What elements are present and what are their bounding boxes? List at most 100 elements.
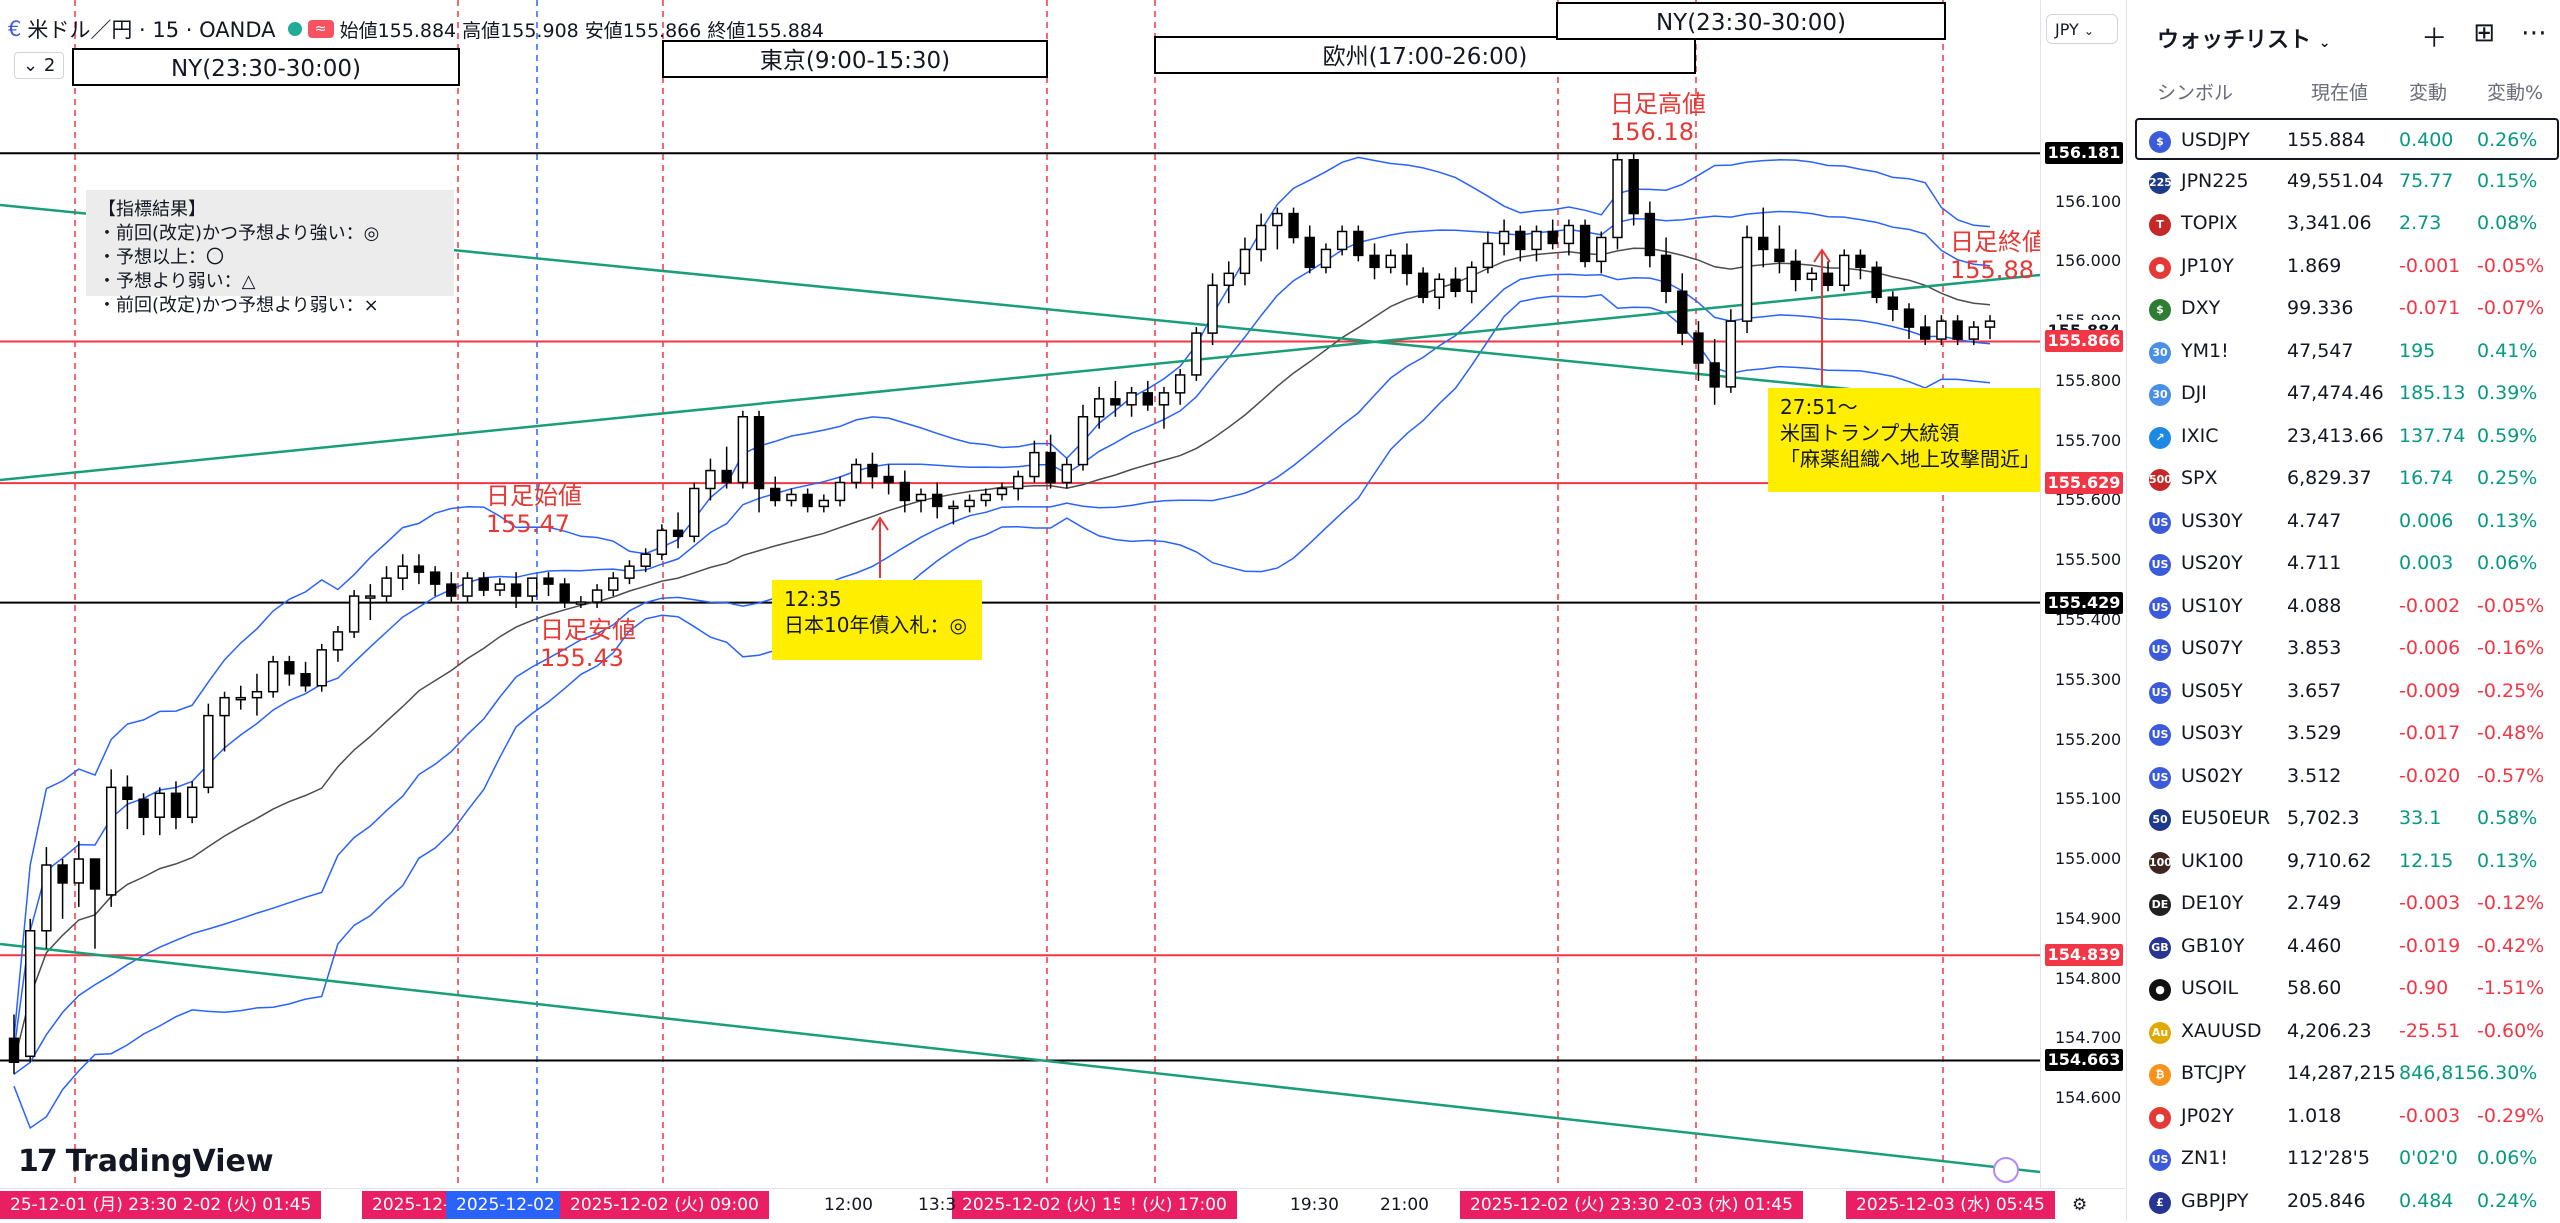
watchlist-row[interactable]: US ZN1! 112'28'5 0'02'0 0.06%	[2137, 1138, 2560, 1180]
watchlist-row[interactable]: US US20Y 4.711 0.003 0.06%	[2137, 543, 2560, 585]
watchlist-row[interactable]: ● USOIL 58.60 -0.90 -1.51%	[2137, 968, 2560, 1010]
watchlist-symbol: DJI	[2181, 382, 2207, 404]
watchlist-row[interactable]: ₿ BTCJPY 14,287,215 846,815 6.30%	[2137, 1053, 2560, 1095]
candle-body	[1126, 392, 1137, 406]
candle-body	[786, 493, 797, 502]
watchlist-row[interactable]: $ USDJPY 155.884 0.400 0.26%	[2135, 118, 2559, 160]
watchlist-change-pct: 0.25%	[2477, 467, 2538, 489]
add-symbol-icon[interactable]: ＋	[2421, 24, 2448, 54]
watchlist-row[interactable]: 30 DJI 47,474.46 185.13 0.39%	[2137, 373, 2560, 415]
candle-body	[267, 661, 279, 693]
watchlist-row[interactable]: GB GB10Y 4.460 -0.019 -0.42%	[2137, 926, 2560, 968]
currency-selector[interactable]: JPY ⌄	[2046, 14, 2118, 44]
watchlist-price: 58.60	[2287, 977, 2342, 999]
candle	[1839, 249, 1850, 292]
time-badge: 2025-12-03 (水) 05:45	[1846, 1191, 2055, 1219]
candle	[818, 494, 830, 513]
watchlist-row[interactable]: 30 YM1! 47,547 195 0.41%	[2137, 331, 2560, 373]
watchlist-symbol: JPN225	[2181, 169, 2249, 192]
candle	[1336, 225, 1348, 256]
candle	[1369, 243, 1380, 280]
watchlist-change: -0.019	[2399, 934, 2461, 957]
watchlist-row[interactable]: $ DXY 99.336 -0.071 -0.07%	[2137, 288, 2560, 330]
watchlist-row[interactable]: US US02Y 3.512 -0.020 -0.57%	[2137, 756, 2560, 798]
candle-body	[24, 930, 36, 1058]
candle-body	[656, 529, 668, 555]
watchlist-symbol: US07Y	[2181, 637, 2243, 659]
indicator-toggle[interactable]: ⌄ 2	[14, 52, 65, 79]
candle	[834, 476, 846, 507]
candle-body	[1320, 248, 1332, 269]
watchlist-row[interactable]: US US30Y 4.747 0.006 0.13%	[2137, 501, 2560, 543]
candle	[1952, 315, 1963, 346]
watchlist-row[interactable]: £ GBPJPY 205.846 0.484 0.24%	[2137, 1181, 2560, 1223]
watchlist-change: -0.071	[2399, 297, 2461, 319]
watchlist-change: -0.90	[2399, 977, 2449, 999]
watchlist-price: 4,206.23	[2287, 1019, 2372, 1042]
watchlist-row[interactable]: ● JP02Y 1.018 -0.003 -0.29%	[2137, 1096, 2560, 1138]
candle-body	[154, 792, 165, 818]
candle	[996, 482, 1008, 501]
candle-body	[1450, 278, 1461, 293]
candle-body	[1984, 320, 1996, 328]
flag-us-icon: US	[2149, 766, 2171, 789]
candle-body	[1644, 212, 1656, 257]
time-axis[interactable]: 25-12-01 (月) 23:30 2-02 (火) 01:45 2025-12…	[0, 1188, 2126, 1222]
watchlist-row[interactable]: T TOPIX 3,341.06 2.73 0.08%	[2137, 203, 2560, 245]
flag-us-icon: US	[2149, 639, 2171, 661]
candle	[73, 841, 84, 907]
watchlist-row[interactable]: ● JP10Y 1.869 -0.001 -0.05%	[2137, 246, 2560, 288]
candle	[1045, 434, 1056, 489]
column-change[interactable]: 変動	[2409, 82, 2448, 104]
candle-body	[770, 487, 781, 502]
flag-us-jp-icon: $	[2149, 131, 2171, 153]
watchlist-row[interactable]: 500 SPX 6,829.37 16.74 0.25%	[2137, 458, 2560, 500]
chart-area[interactable]: € 米ドル／円 · 15 · OANDA ≈ 始値155.884 高値155.9…	[0, 0, 2074, 1221]
candle	[1660, 237, 1672, 304]
tradingview-logo[interactable]: 17 TradingView	[18, 1144, 274, 1179]
watchlist-row[interactable]: ↗ IXIC 23,413.66 137.74 0.59%	[2137, 416, 2560, 458]
candle-body	[203, 714, 214, 789]
watchlist-title[interactable]: ウォッチリスト ⌄	[2157, 22, 2330, 54]
candle	[1110, 380, 1121, 417]
symbol-title[interactable]: 米ドル／円 · 15 · OANDA	[27, 18, 276, 42]
candle-body	[510, 583, 522, 597]
column-price[interactable]: 現在値	[2311, 82, 2369, 104]
watchlist-row[interactable]: US US05Y 3.657 -0.009 -0.25%	[2137, 671, 2560, 713]
candle-body	[1952, 320, 1963, 340]
indicator-result-box: 【指標結果】 ・前回(改定)かつ予想より強い：◎ ・予想以上：〇 ・予想より弱い…	[86, 190, 454, 316]
watchlist-row[interactable]: 225 JPN225 49,551.04 75.77 0.15%	[2137, 161, 2560, 203]
watchlist-row[interactable]: DE DE10Y 2.749 -0.003 -0.12%	[2137, 883, 2560, 925]
more-options-icon[interactable]: ⋯	[2521, 18, 2547, 48]
settings-gear-icon[interactable]: ⚙	[2072, 1195, 2088, 1215]
watchlist-row[interactable]: US US07Y 3.853 -0.006 -0.16%	[2137, 628, 2560, 670]
watchlist-price: 3,341.06	[2287, 212, 2372, 234]
watchlist-row[interactable]: US US10Y 4.088 -0.002 -0.05%	[2137, 586, 2560, 628]
price-tick-label: 155.600	[2055, 490, 2122, 510]
candle-body	[1223, 272, 1234, 287]
candle	[105, 769, 117, 907]
candle	[1223, 261, 1234, 304]
price-level-badge: 155.866	[2045, 330, 2123, 353]
watchlist-price: 23,413.66	[2287, 424, 2384, 447]
watchlist-change: -0.017	[2399, 722, 2461, 744]
watchlist-row[interactable]: Au XAUUSD 4,206.23 -25.51 -0.60%	[2137, 1011, 2560, 1053]
layout-grid-icon[interactable]: ⊞	[2473, 18, 2495, 48]
eu50-icon: 50	[2149, 809, 2171, 831]
watchlist-row[interactable]: 100 UK100 9,710.62 12.15 0.13%	[2137, 841, 2560, 883]
price-axis[interactable]: 156.100156.000155.900155.800155.700155.6…	[2040, 0, 2127, 1221]
watchlist-row[interactable]: 50 EU50EUR 5,702.3 33.1 0.58%	[2137, 798, 2560, 840]
watchlist-row[interactable]: US US03Y 3.529 -0.017 -0.48%	[2137, 713, 2560, 755]
price-chart[interactable]	[0, 0, 2040, 1188]
column-symbol[interactable]: シンボル	[2157, 82, 2234, 104]
flag-us-icon: US	[2149, 596, 2171, 619]
candle-body	[1045, 451, 1056, 484]
watchlist-change: 16.74	[2399, 467, 2454, 489]
candle	[1936, 315, 1947, 346]
candle	[1547, 219, 1558, 250]
watchlist-symbol: JP10Y	[2181, 254, 2234, 277]
watchlist-price: 1.869	[2287, 254, 2342, 277]
flag-us-icon: US	[2149, 554, 2171, 576]
ohlc-values: 始値155.884 高値155.908 安値155.866 終値155.884	[339, 19, 824, 42]
column-change-pct[interactable]: 変動%	[2487, 82, 2544, 104]
